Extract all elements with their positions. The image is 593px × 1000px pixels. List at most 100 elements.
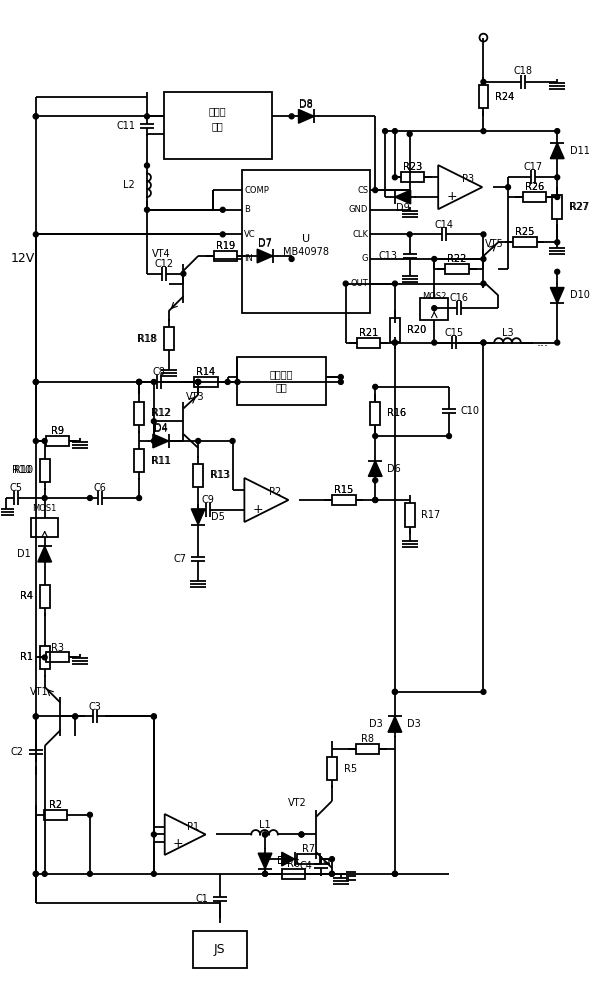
Text: D2: D2 (277, 856, 291, 866)
Circle shape (33, 714, 39, 719)
Bar (31, 518, 59, 537)
Bar (420, 298, 448, 320)
Text: CS: CS (357, 186, 368, 195)
Circle shape (555, 195, 560, 199)
Circle shape (42, 871, 47, 876)
Circle shape (196, 379, 200, 384)
Circle shape (196, 379, 200, 384)
Text: VT5: VT5 (486, 239, 504, 249)
Circle shape (151, 714, 157, 719)
Text: +: + (447, 190, 457, 203)
Circle shape (196, 379, 200, 384)
Circle shape (373, 498, 378, 502)
Circle shape (33, 114, 39, 119)
Polygon shape (244, 478, 288, 522)
Circle shape (230, 439, 235, 443)
Text: JS: JS (214, 943, 225, 956)
Circle shape (373, 434, 378, 439)
Circle shape (481, 689, 486, 694)
Circle shape (136, 379, 142, 384)
Circle shape (330, 857, 334, 862)
Text: R11: R11 (151, 456, 170, 466)
Text: R4: R4 (20, 591, 33, 601)
Polygon shape (298, 109, 314, 123)
Polygon shape (550, 288, 564, 303)
Text: R19: R19 (216, 241, 235, 251)
Circle shape (432, 306, 436, 311)
Text: +: + (172, 837, 183, 850)
Bar (401, 172, 425, 182)
Bar (296, 854, 320, 864)
Circle shape (225, 379, 230, 384)
Bar (46, 652, 69, 662)
Circle shape (33, 871, 39, 876)
Text: R14: R14 (196, 367, 216, 377)
Text: D3: D3 (407, 719, 420, 729)
Text: VT2: VT2 (288, 798, 307, 808)
Text: R5: R5 (344, 764, 357, 774)
Circle shape (151, 832, 157, 837)
Bar (479, 85, 489, 108)
Bar (193, 931, 247, 968)
Circle shape (481, 232, 486, 237)
Text: R22: R22 (447, 254, 467, 264)
Text: R9: R9 (51, 426, 64, 436)
Circle shape (33, 379, 39, 384)
Text: 锁相环: 锁相环 (209, 106, 227, 116)
Text: D3: D3 (369, 719, 383, 729)
Circle shape (263, 857, 267, 862)
Circle shape (33, 439, 39, 443)
Circle shape (235, 379, 240, 384)
Text: R12: R12 (151, 408, 170, 418)
Polygon shape (388, 716, 402, 732)
Text: R27: R27 (569, 202, 588, 212)
Bar (356, 744, 379, 754)
Text: R24: R24 (495, 92, 515, 102)
Circle shape (382, 129, 387, 134)
Circle shape (481, 79, 486, 84)
Text: D8: D8 (299, 100, 313, 110)
Text: CLK: CLK (352, 230, 368, 239)
Circle shape (151, 379, 157, 384)
Text: R10: R10 (14, 465, 33, 475)
Text: C9: C9 (202, 495, 215, 505)
Text: D8: D8 (299, 99, 313, 109)
Text: R1: R1 (20, 652, 33, 662)
Text: D10: D10 (570, 290, 590, 300)
Circle shape (145, 207, 149, 212)
Bar (164, 327, 174, 350)
Text: B: B (244, 205, 250, 214)
Text: P2: P2 (269, 487, 281, 497)
Circle shape (481, 281, 486, 286)
Text: R7: R7 (302, 844, 315, 854)
Polygon shape (550, 143, 564, 159)
Text: VT4: VT4 (152, 249, 171, 259)
Text: D4: D4 (154, 423, 168, 433)
Circle shape (393, 340, 397, 345)
Text: R23: R23 (403, 162, 422, 172)
Polygon shape (395, 190, 410, 204)
Text: R16: R16 (387, 408, 406, 418)
Circle shape (506, 185, 511, 190)
Text: R25: R25 (515, 227, 534, 237)
Text: R6: R6 (287, 859, 300, 869)
Text: C16: C16 (449, 293, 468, 303)
Text: R3: R3 (51, 643, 64, 653)
Text: D5: D5 (211, 512, 225, 522)
Text: R20: R20 (407, 325, 426, 335)
Circle shape (33, 714, 39, 719)
Text: R4: R4 (20, 591, 33, 601)
Circle shape (181, 271, 186, 276)
Circle shape (555, 175, 560, 180)
Text: R22: R22 (447, 254, 467, 264)
Circle shape (339, 375, 343, 379)
Text: C3: C3 (88, 702, 101, 712)
Text: D7: D7 (258, 239, 272, 249)
Text: R24: R24 (495, 92, 515, 102)
Circle shape (289, 257, 294, 261)
Bar (282, 869, 305, 879)
Circle shape (373, 498, 378, 502)
Bar (46, 436, 69, 446)
Circle shape (145, 163, 149, 168)
Text: R21: R21 (359, 328, 378, 338)
